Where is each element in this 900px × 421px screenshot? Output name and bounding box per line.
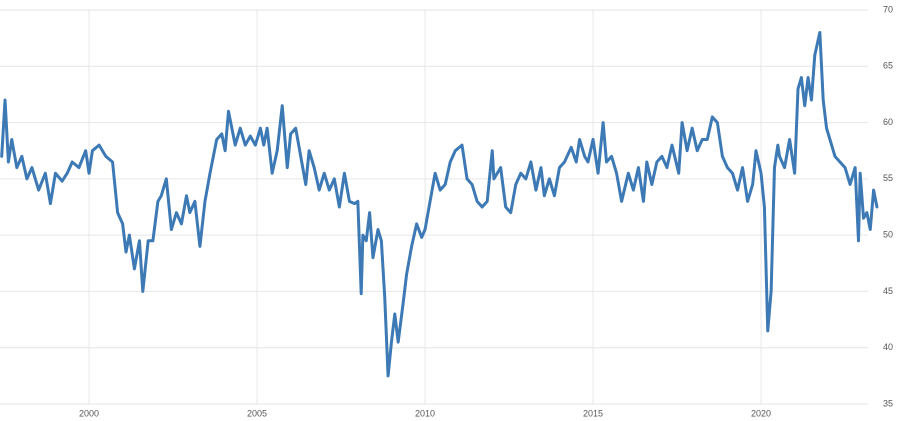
data-line — [0, 31, 879, 378]
y-tick-label: 40 — [883, 342, 893, 352]
y-tick-label: 50 — [883, 230, 893, 240]
y-tick-label: 35 — [883, 398, 893, 408]
y-tick-label: 65 — [883, 61, 893, 71]
y-tick-label: 45 — [883, 286, 893, 296]
x-tick-label: 2000 — [79, 408, 99, 418]
y-tick-label: 70 — [883, 4, 893, 14]
y-tick-label: 55 — [883, 173, 893, 183]
x-tick-label: 2015 — [583, 408, 603, 418]
x-tick-label: 2010 — [415, 408, 435, 418]
y-tick-label: 60 — [883, 117, 893, 127]
x-tick-label: 2020 — [751, 408, 771, 418]
x-tick-label: 2005 — [247, 408, 267, 418]
